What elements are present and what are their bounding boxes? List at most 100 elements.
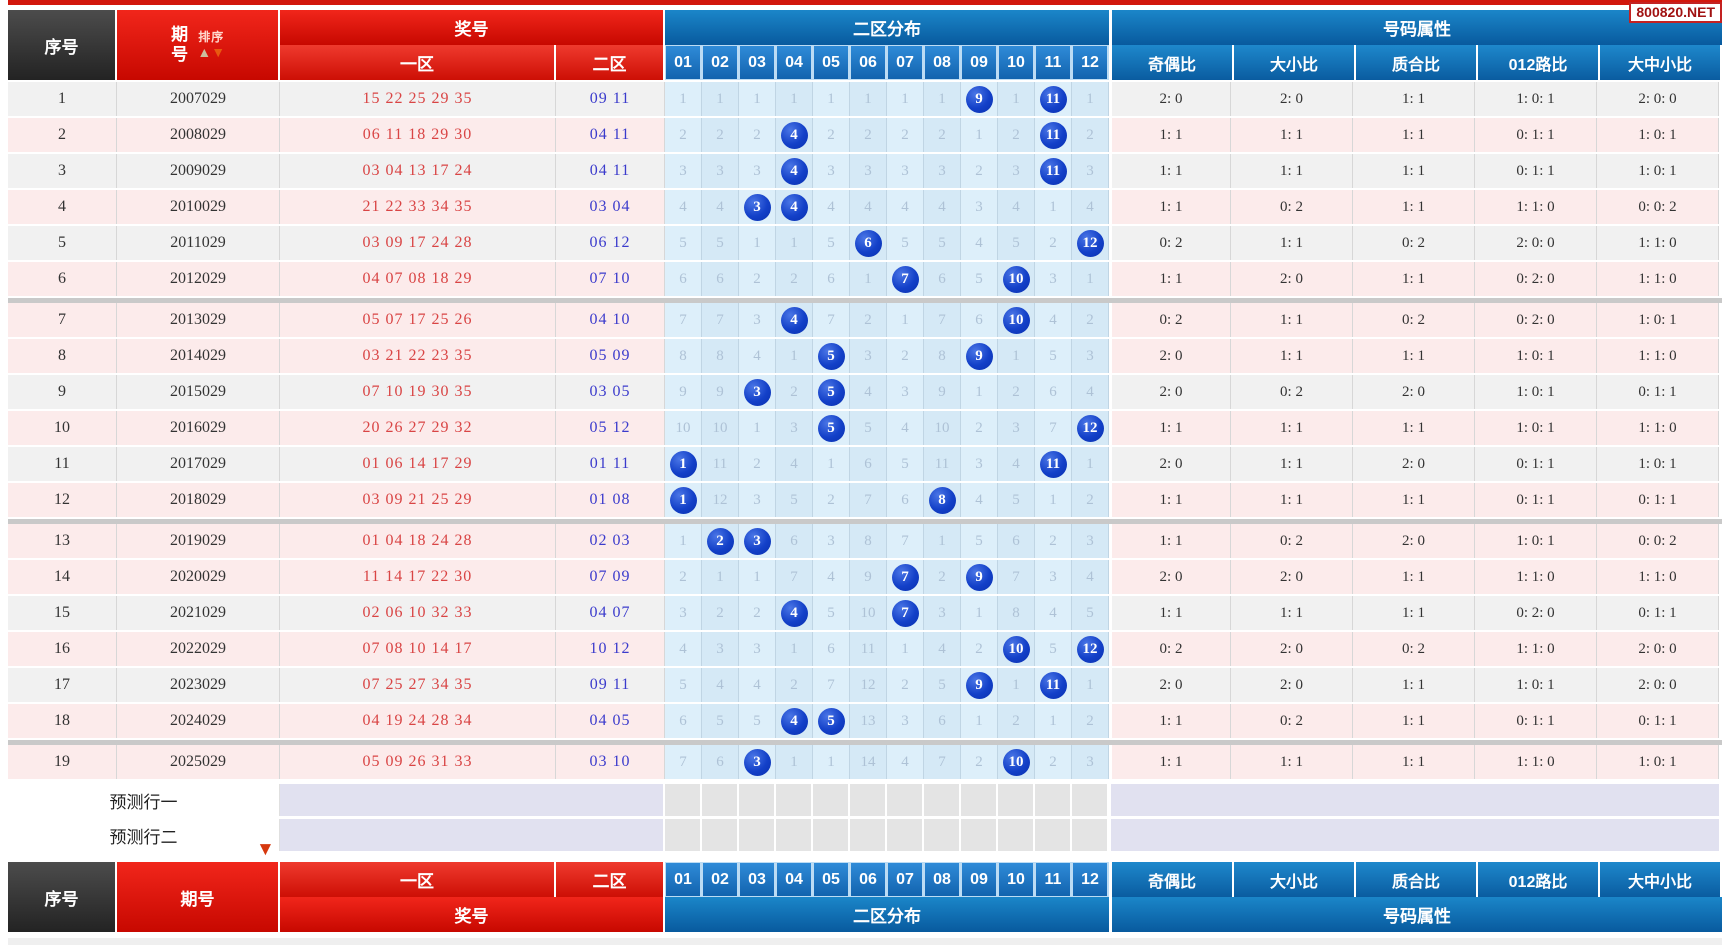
dist-cell: 12 — [702, 483, 739, 517]
zone2-numbers: 04 07 — [556, 596, 665, 630]
prediction-dist-cell[interactable] — [998, 819, 1035, 851]
table-row: 12 2018029 03 09 21 25 29 01 08 1 12 3 5 2 7 6 8 4 5 1… — [8, 483, 1722, 519]
attr-cell: 1: 1 — [1353, 560, 1475, 594]
dist-col-header: 03 — [739, 862, 776, 897]
prediction-dist-cell[interactable] — [887, 819, 924, 851]
prediction-dist-cell[interactable] — [813, 819, 850, 851]
prediction-row[interactable]: 预测行二 — [8, 819, 1722, 854]
prediction-attrs-area[interactable] — [1109, 784, 1719, 816]
prediction-dist-cell[interactable] — [739, 784, 776, 816]
prediction-dist-cell[interactable] — [961, 784, 998, 816]
attr-cell: 1: 0: 1 — [1597, 745, 1719, 779]
prediction-dist-cell[interactable] — [702, 819, 739, 851]
dist-cell: 2 — [776, 668, 813, 702]
dist-cell: 3 — [665, 596, 702, 630]
period-cell: 2011029 — [117, 226, 280, 260]
drawn-number-ball: 11 — [1039, 450, 1067, 478]
dist-cell: 6 — [776, 524, 813, 558]
seq-cell: 17 — [8, 668, 117, 702]
dist-cell: 12 — [1072, 632, 1109, 666]
dist-cell: 1 — [702, 82, 739, 116]
dist-cell: 1 — [961, 596, 998, 630]
attr-cell: 1: 0: 1 — [1597, 447, 1719, 481]
prediction-zone-input[interactable] — [280, 819, 665, 851]
attr-cell: 2: 0: 0 — [1597, 82, 1719, 116]
dist-col-header: 04 — [776, 862, 813, 897]
dist-cell: 11 — [1035, 447, 1072, 481]
dist-cell: 4 — [776, 303, 813, 337]
attr-cell: 2: 0 — [1231, 262, 1353, 296]
dist-cell: 3 — [924, 154, 961, 188]
prediction-dist-cell[interactable] — [776, 819, 813, 851]
prediction-dist-cell[interactable] — [702, 784, 739, 816]
prediction-row-label: 预测行二 — [8, 819, 280, 851]
prediction-dist-cell[interactable] — [924, 819, 961, 851]
prize-group-header: 奖号 — [280, 10, 665, 45]
drawn-number-ball: 10 — [1002, 265, 1030, 293]
dist-cell: 9 — [961, 339, 998, 373]
dist-cell: 10 — [665, 411, 702, 445]
dist-cell: 2 — [961, 745, 998, 779]
seq-cell: 15 — [8, 596, 117, 630]
attr-col-header: 012路比 — [1478, 862, 1600, 897]
dist-cell: 1 — [850, 82, 887, 116]
prediction-dist-cell[interactable] — [998, 784, 1035, 816]
dist-cell: 4 — [924, 190, 961, 224]
sort-desc-icon[interactable]: ▼ — [211, 43, 226, 60]
attr-cell: 0: 0: 2 — [1597, 524, 1719, 558]
seq-cell: 18 — [8, 704, 117, 738]
drawn-number-ball: 5 — [817, 342, 845, 370]
dist-cell: 4 — [813, 560, 850, 594]
prediction-dist-cell[interactable] — [1072, 819, 1109, 851]
prediction-dist-cell[interactable] — [776, 784, 813, 816]
attrs-group-header: 号码属性 — [1109, 897, 1722, 932]
drawn-number-ball: 7 — [891, 265, 919, 293]
sort-control[interactable]: 排序 ▲▼ — [197, 31, 225, 60]
sort-asc-icon[interactable]: ▲ — [197, 43, 212, 60]
prediction-dist-cell[interactable] — [1035, 819, 1072, 851]
drawn-number-ball: 8 — [928, 486, 956, 514]
attr-column-headers: 奇偶比 大小比 质合比 012路比 大中小比 — [1112, 862, 1722, 897]
attr-cell: 0: 1: 1 — [1597, 375, 1719, 409]
dist-cell: 6 — [813, 632, 850, 666]
prediction-dist-cell[interactable] — [924, 784, 961, 816]
drawn-number-ball: 7 — [891, 599, 919, 627]
seq-cell: 6 — [8, 262, 117, 296]
prediction-dist-cell[interactable] — [665, 784, 702, 816]
dist-cell: 4 — [776, 704, 813, 738]
prediction-dist-cell[interactable] — [1072, 784, 1109, 816]
prediction-dist-cell[interactable] — [1035, 784, 1072, 816]
prediction-attrs-area[interactable] — [1109, 819, 1719, 851]
dist-cell: 11 — [1035, 82, 1072, 116]
attr-cell: 2: 0 — [1231, 668, 1353, 702]
dist-cell: 10 — [998, 303, 1035, 337]
period-cell: 2025029 — [117, 745, 280, 779]
dist-cell: 5 — [998, 483, 1035, 517]
dist-cell: 5 — [924, 226, 961, 260]
prediction-dist-cell[interactable] — [850, 819, 887, 851]
prediction-dist-cell[interactable] — [887, 784, 924, 816]
sort-arrows[interactable]: ▲▼ — [197, 43, 225, 60]
prediction-zone-input[interactable] — [280, 784, 665, 816]
attr-col-header: 012路比 — [1478, 45, 1600, 80]
prediction-dist-cell[interactable] — [739, 819, 776, 851]
dist-cell: 5 — [998, 226, 1035, 260]
zone1-numbers: 05 09 26 31 33 — [280, 745, 556, 779]
zone2-numbers: 04 11 — [556, 154, 665, 188]
prediction-row[interactable]: 预测行一 — [8, 784, 1722, 819]
prediction-dist-cell[interactable] — [813, 784, 850, 816]
table-header-top: 序号 期号 排序 ▲▼ 奖号 一区 二区 二区分布 01 02 03 04 05 06 07… — [8, 10, 1722, 80]
attrs-group-header: 号码属性 — [1109, 10, 1722, 45]
attr-col-header: 大中小比 — [1600, 45, 1722, 80]
dist-cell: 7 — [813, 303, 850, 337]
group-separator — [8, 519, 1722, 524]
prediction-dist-cell[interactable] — [665, 819, 702, 851]
dist-cell: 2 — [887, 118, 924, 152]
dist-col-header: 06 — [850, 45, 887, 80]
attr-cell: 0: 2 — [1353, 303, 1475, 337]
prediction-dist-cell[interactable] — [961, 819, 998, 851]
attr-cell: 0: 1: 1 — [1475, 118, 1597, 152]
footer-down-arrow-icon[interactable]: ▼ — [256, 839, 275, 860]
prediction-dist-cell[interactable] — [850, 784, 887, 816]
table-row: 13 2019029 01 04 18 24 28 02 03 1 2 3 6 3 8 7 1 5 6 2 3… — [8, 524, 1722, 560]
